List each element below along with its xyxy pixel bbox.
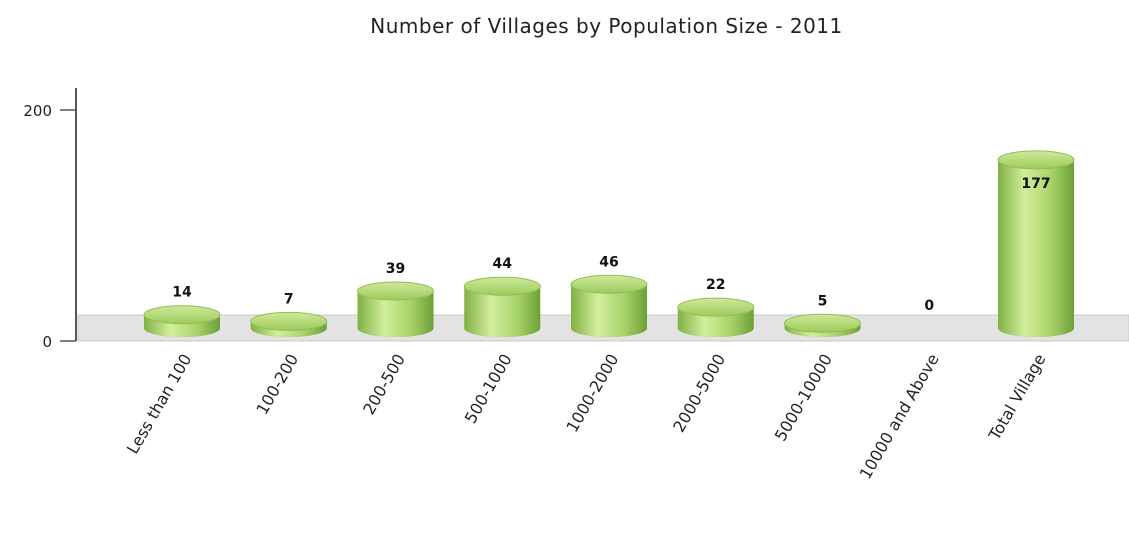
bar-top bbox=[997, 150, 1075, 170]
bar bbox=[250, 311, 328, 337]
bar-top bbox=[570, 274, 648, 294]
bar bbox=[357, 281, 434, 337]
y-tick-label-0: 0 bbox=[42, 333, 52, 351]
data-label: 22 bbox=[706, 277, 725, 293]
bar-bottom bbox=[144, 319, 220, 337]
bar-bottom bbox=[357, 319, 434, 337]
data-label: 177 bbox=[1021, 176, 1050, 192]
bar-top bbox=[250, 311, 328, 331]
bars-layer bbox=[143, 150, 1075, 337]
bar-top bbox=[463, 276, 541, 296]
bar-body bbox=[998, 159, 1074, 328]
data-label: 14 bbox=[172, 285, 192, 301]
data-label: 7 bbox=[284, 291, 294, 307]
x-tick-label: 10000 and Above bbox=[856, 351, 943, 483]
data-label: 46 bbox=[599, 254, 618, 270]
x-tick-label: 1000-2000 bbox=[562, 351, 622, 436]
x-tick-label: 200-500 bbox=[359, 351, 409, 418]
data-label: 39 bbox=[386, 261, 405, 277]
x-tick-label: Less than 100 bbox=[123, 351, 196, 458]
bar-bottom bbox=[571, 319, 647, 337]
x-tick-label: 100-200 bbox=[252, 351, 302, 418]
bar-top bbox=[357, 281, 434, 301]
bar bbox=[143, 305, 221, 337]
data-label: 5 bbox=[818, 293, 828, 309]
bar bbox=[463, 276, 541, 337]
bar-bottom bbox=[677, 319, 754, 337]
data-label: 0 bbox=[924, 298, 934, 314]
x-tick-label: Total Village bbox=[984, 351, 1049, 445]
bar-top bbox=[677, 297, 755, 317]
x-tick-label: 500-1000 bbox=[461, 351, 516, 427]
bar-top bbox=[143, 305, 221, 325]
bar bbox=[784, 313, 861, 337]
bar bbox=[997, 150, 1075, 337]
bar bbox=[677, 297, 755, 337]
y-tick-label-200: 200 bbox=[23, 102, 52, 120]
bar bbox=[570, 274, 648, 337]
x-tick-label: 5000-10000 bbox=[771, 351, 836, 445]
bar-bottom bbox=[464, 319, 541, 337]
data-label: 44 bbox=[493, 256, 513, 272]
bar-top bbox=[784, 313, 861, 333]
chart-title: Number of Villages by Population Size - … bbox=[370, 14, 843, 38]
bar-bottom bbox=[998, 319, 1074, 337]
x-tick-label: 2000-5000 bbox=[669, 351, 729, 436]
